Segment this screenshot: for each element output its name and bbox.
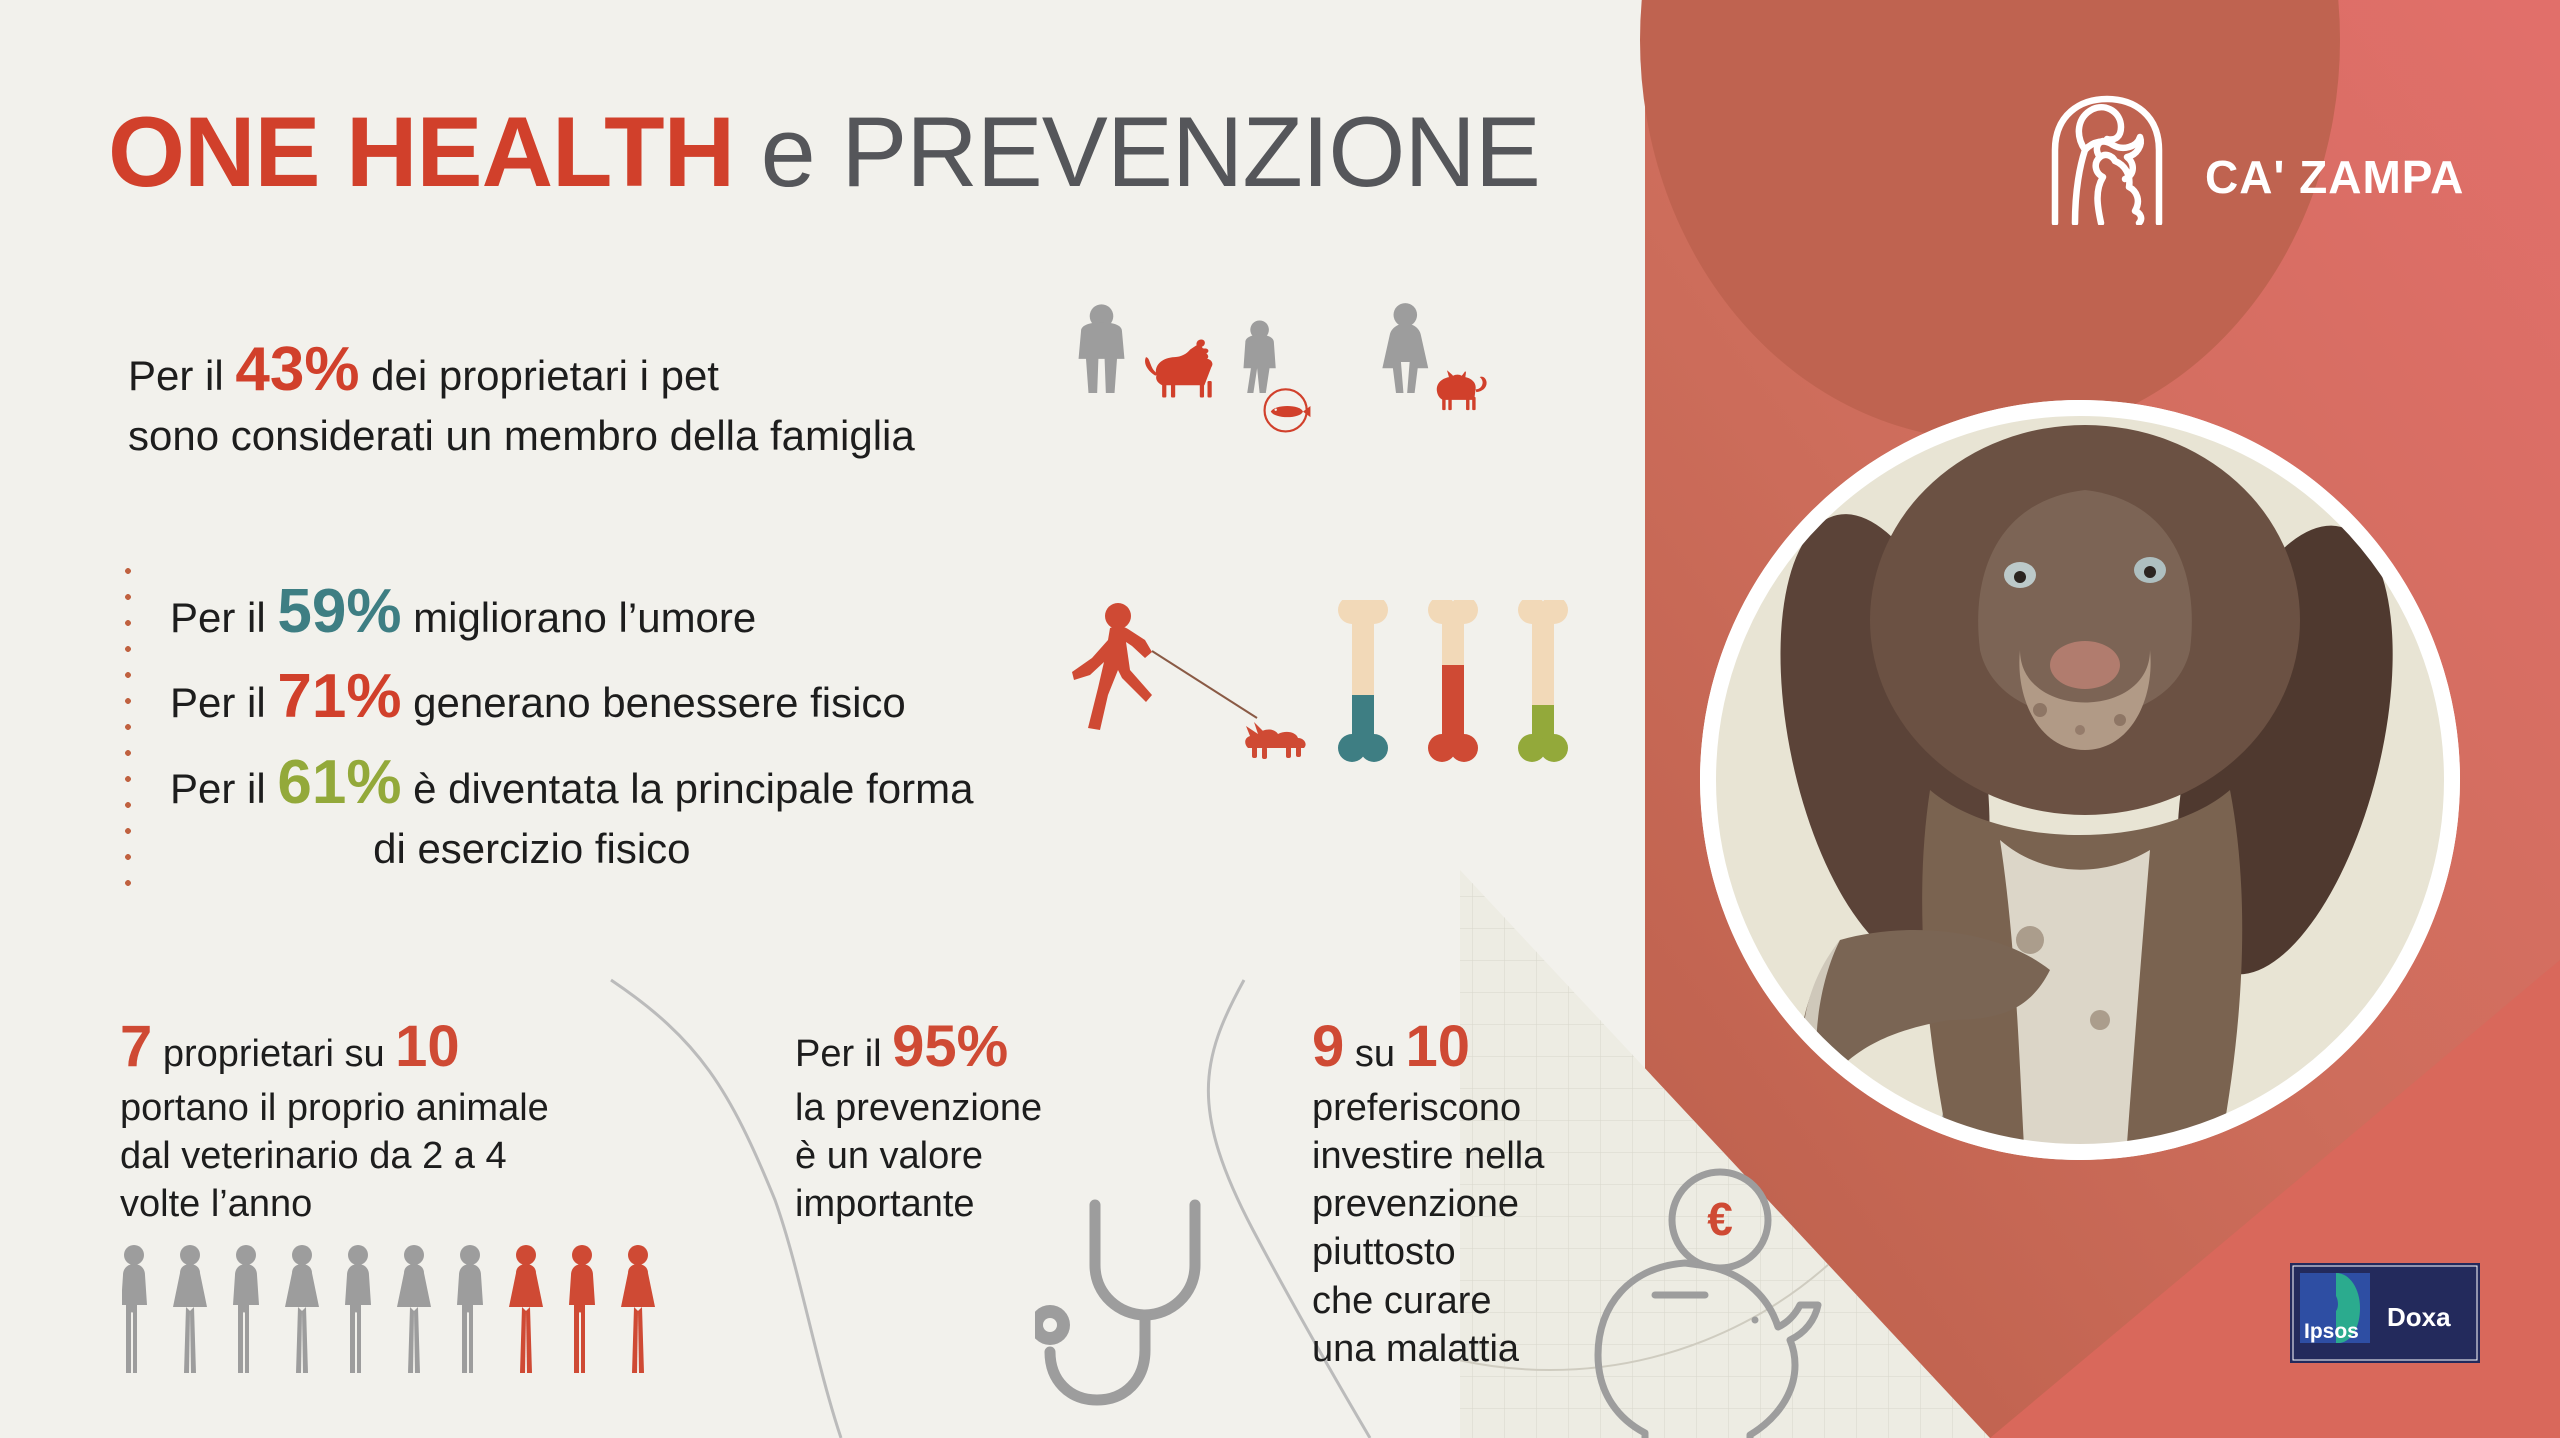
svg-text:Ipsos: Ipsos: [2304, 1320, 2359, 1343]
svg-text:Doxa: Doxa: [2387, 1302, 2451, 1332]
